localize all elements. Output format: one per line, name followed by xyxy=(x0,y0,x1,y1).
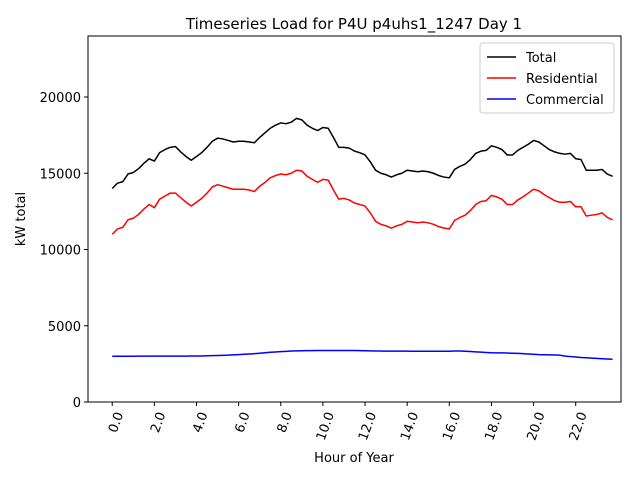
y-tick-label: 10000 xyxy=(40,244,81,259)
y-axis: 0 5000 10000 15000 20000 xyxy=(40,91,88,411)
x-axis-label: Hour of Year xyxy=(314,451,394,466)
x-tick-label: 2.0 xyxy=(148,410,169,435)
legend-label-residential: Residential xyxy=(526,72,598,87)
y-tick-label: 0 xyxy=(73,396,81,411)
y-axis-label: kW total xyxy=(14,192,29,246)
series-line-residential xyxy=(111,169,613,235)
x-tick-label: 4.0 xyxy=(190,410,211,435)
chart-title: Timeseries Load for P4U p4uhs1_1247 Day … xyxy=(185,15,522,34)
legend-label-commercial: Commercial xyxy=(526,93,604,108)
series-line-total xyxy=(111,117,613,190)
legend: Total Residential Commercial xyxy=(479,42,615,114)
plot-frame xyxy=(87,35,622,403)
x-tick-label: 8.0 xyxy=(275,410,296,435)
series-line-commercial xyxy=(112,349,613,361)
y-tick-label: 5000 xyxy=(48,320,81,335)
x-tick-label: 6.0 xyxy=(232,410,253,435)
legend-label-total: Total xyxy=(525,51,556,66)
plot-lines xyxy=(111,117,613,361)
x-tick-label: 0.0 xyxy=(106,410,127,435)
y-tick-label: 20000 xyxy=(40,91,81,106)
y-tick-label: 15000 xyxy=(40,167,81,182)
x-axis: 0.0 2.0 4.0 6.0 8.0 10.0 12.0 14.0 16.0 18.0 20.0 2… xyxy=(106,402,591,443)
legend-box xyxy=(479,42,615,114)
